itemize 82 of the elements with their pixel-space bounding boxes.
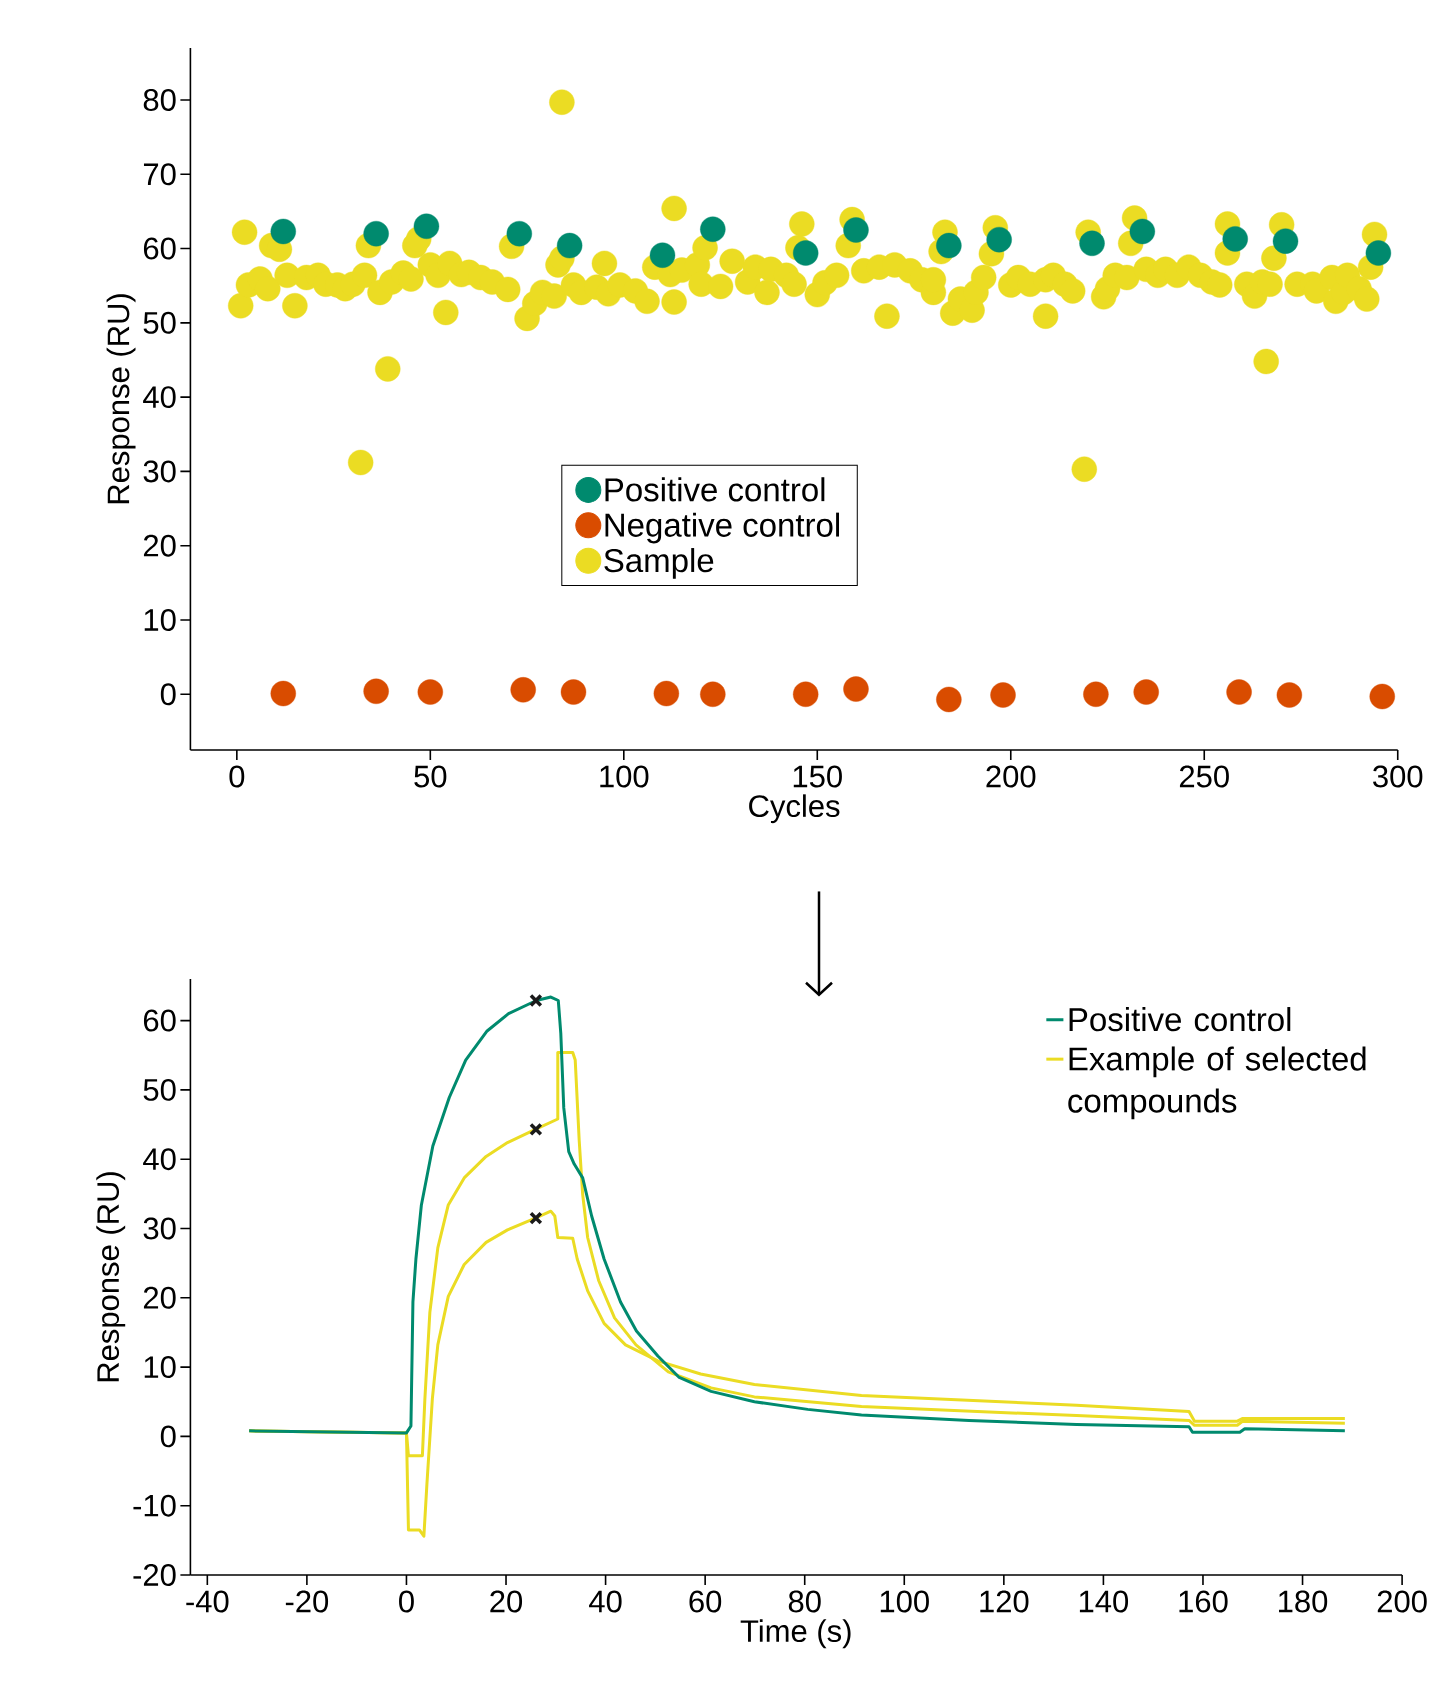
y-tick-label: 40 [142, 1148, 176, 1171]
point [1079, 230, 1105, 257]
point [506, 221, 532, 247]
point [653, 680, 679, 707]
legend-label: Negative control [605, 512, 839, 544]
x-tick-label: 180 [1278, 1590, 1328, 1613]
point [363, 678, 389, 704]
y-tick-label: 50 [143, 311, 176, 334]
x-tick-label: -40 [186, 1590, 229, 1613]
point [843, 676, 869, 702]
x-tick-label: 20 [490, 1590, 522, 1613]
x-tick-label: 150 [793, 765, 842, 788]
x-tick-label: 0 [229, 765, 245, 788]
point [560, 679, 587, 705]
point [990, 682, 1016, 708]
point [843, 217, 869, 243]
x-tick-label: 140 [1079, 1590, 1128, 1613]
x-tick-label: -20 [285, 1590, 328, 1613]
y-tick-label: 70 [143, 163, 176, 186]
x-tick-label: 120 [980, 1590, 1029, 1613]
point [1083, 681, 1109, 707]
y-axis-title: Response (RU) [96, 1172, 126, 1382]
y-tick-label: 0 [160, 1425, 176, 1448]
x-tick-label: 100 [880, 1590, 929, 1613]
point [1369, 683, 1395, 710]
legend-label: Positive control [1069, 1007, 1291, 1032]
point [529, 993, 543, 1008]
x-tick-label: 100 [600, 765, 649, 788]
point [1272, 228, 1299, 254]
point [363, 221, 389, 247]
legend-label: Positive control [605, 477, 825, 502]
y-tick-label: 30 [143, 460, 176, 483]
point [1222, 226, 1248, 252]
x-tick-label: 60 [689, 1590, 722, 1613]
y-tick-label: 0 [160, 683, 176, 706]
point [699, 681, 726, 707]
y-tick-label: 30 [143, 1217, 176, 1240]
point [792, 681, 819, 707]
point [270, 218, 296, 245]
y-tick-label: -10 [133, 1494, 176, 1517]
legend-label: Example of selected compounds [1068, 1046, 1366, 1120]
legend-label: Sample [604, 548, 714, 579]
x-tick-label: 0 [398, 1590, 414, 1613]
y-tick-label: 50 [143, 1078, 176, 1101]
point [413, 213, 440, 239]
point [510, 677, 536, 703]
point [556, 232, 583, 259]
y-tick-label: -20 [133, 1564, 176, 1586]
y-tick-label: 10 [144, 1356, 176, 1379]
x-tick-label: 300 [1372, 765, 1423, 788]
y-tick-label: 20 [143, 534, 176, 557]
point [417, 679, 443, 705]
point [792, 240, 819, 266]
y-tick-label: 10 [144, 609, 176, 631]
x-tick-label: 40 [588, 1590, 622, 1613]
y-tick-label: 60 [143, 1009, 176, 1032]
point [649, 242, 676, 268]
x-axis-title: Time (s) [740, 1619, 851, 1649]
point [1365, 240, 1391, 266]
y-tick-label: 40 [142, 386, 176, 409]
y-axis-title: Response (RU) [106, 294, 136, 504]
x-tick-label: 80 [788, 1590, 821, 1613]
y-tick-label: 60 [143, 237, 176, 260]
point [1129, 218, 1155, 245]
y-tick-label: 80 [143, 89, 176, 111]
point [1133, 679, 1159, 705]
x-tick-label: 200 [1377, 1590, 1427, 1613]
point [529, 1211, 543, 1225]
x-tick-label: 50 [414, 765, 447, 788]
point [986, 226, 1012, 253]
point [936, 686, 962, 713]
x-tick-label: 160 [1179, 1590, 1228, 1613]
y-tick-label: 20 [143, 1286, 176, 1309]
x-tick-label: 200 [986, 765, 1036, 788]
point [699, 216, 726, 242]
point [1276, 682, 1302, 708]
point [529, 1122, 543, 1137]
point [270, 680, 296, 707]
point [1226, 679, 1252, 705]
x-tick-label: 250 [1179, 765, 1229, 788]
x-axis-title: Cycles [748, 794, 840, 824]
point [936, 232, 962, 259]
